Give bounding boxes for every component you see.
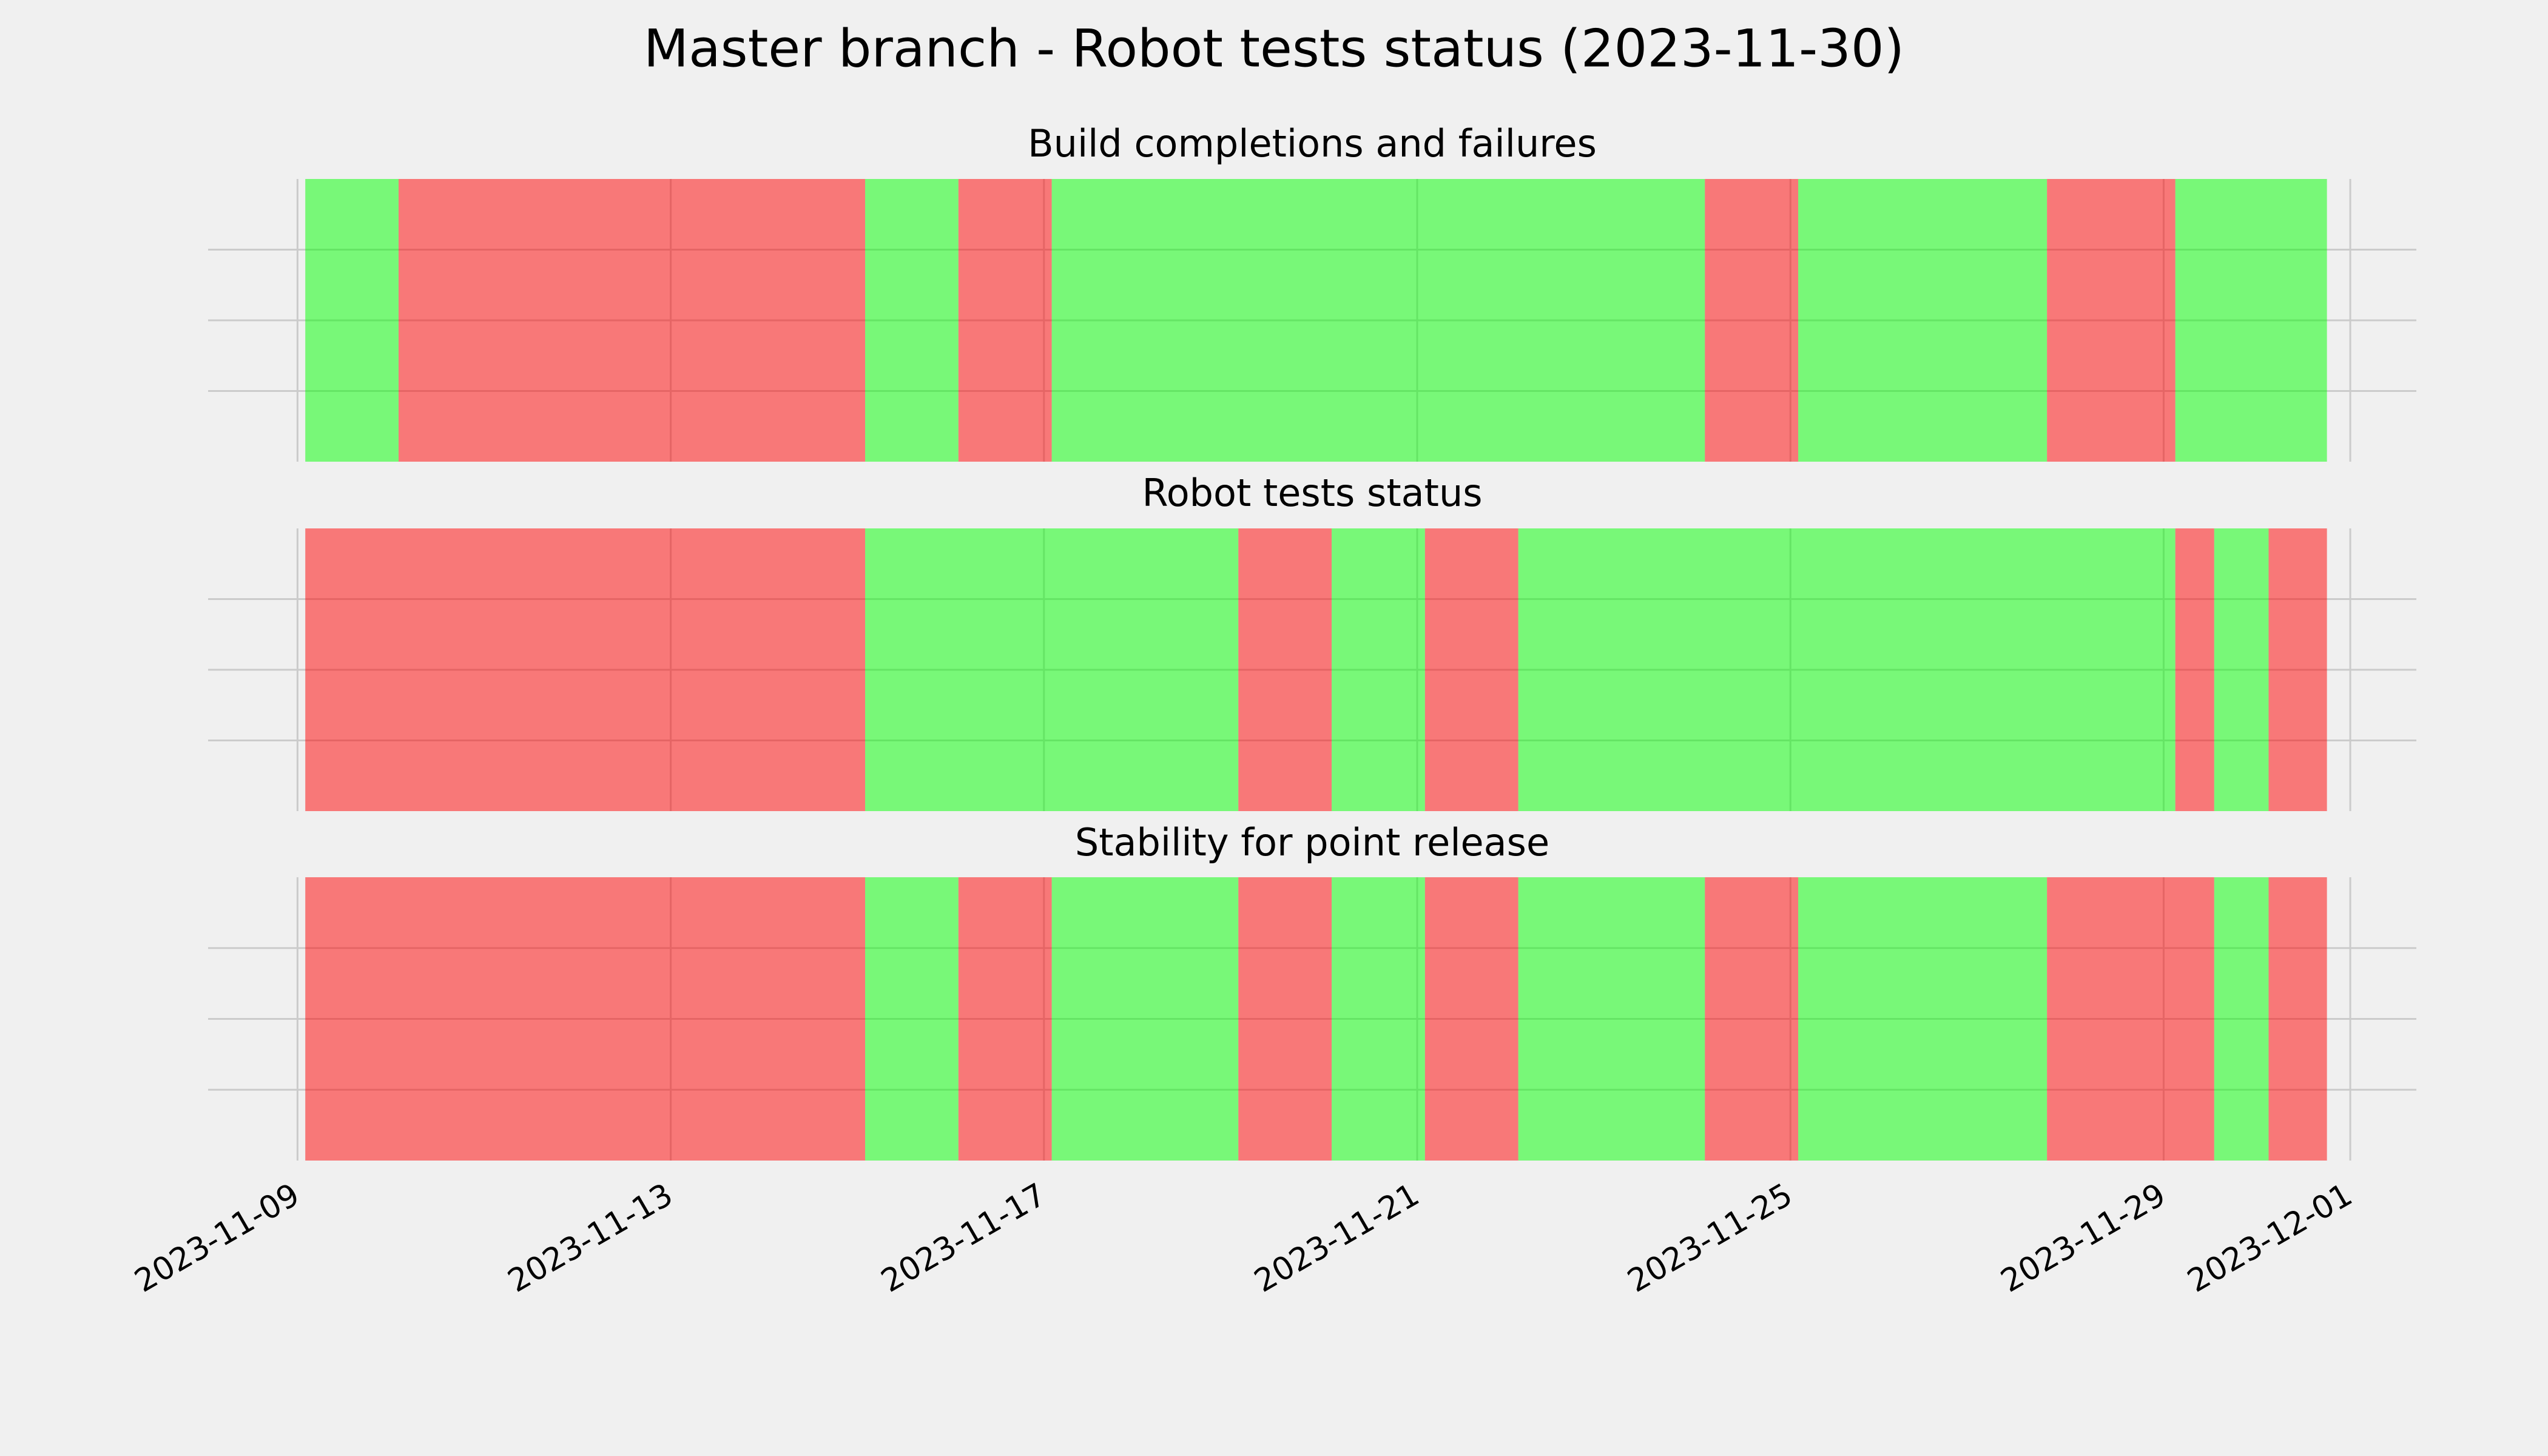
panel-title: Build completions and failures xyxy=(1028,121,1597,166)
status-band xyxy=(1332,877,1425,1161)
status-band xyxy=(305,179,399,462)
panel-title: Robot tests status xyxy=(1142,471,1482,515)
status-band xyxy=(1424,528,1518,811)
status-band xyxy=(1705,877,1799,1161)
status-band xyxy=(1332,528,1425,811)
status-band xyxy=(1238,877,1332,1161)
status-band xyxy=(1798,877,2048,1161)
status-band xyxy=(958,179,1052,462)
status-band xyxy=(2175,179,2327,462)
status-band xyxy=(865,877,959,1161)
panel-title: Stability for point release xyxy=(1075,820,1549,864)
status-band xyxy=(958,877,1052,1161)
status-band xyxy=(1051,179,1705,462)
status-band xyxy=(2268,528,2327,811)
status-band xyxy=(865,528,1239,811)
status-band xyxy=(2175,528,2214,811)
status-band xyxy=(1518,877,1705,1161)
status-band xyxy=(2047,877,2214,1161)
status-band xyxy=(2214,877,2269,1161)
chart-title: Master branch - Robot tests status (2023… xyxy=(644,18,1904,79)
status-band xyxy=(1518,528,2176,811)
status-band xyxy=(399,179,866,462)
status-band xyxy=(2214,528,2269,811)
status-band xyxy=(1798,179,2048,462)
status-band xyxy=(1051,877,1239,1161)
status-band xyxy=(305,877,866,1161)
status-band xyxy=(2047,179,2176,462)
status-band xyxy=(1238,528,1332,811)
status-band xyxy=(1424,877,1518,1161)
status-band xyxy=(2268,877,2327,1161)
status-band xyxy=(305,528,866,811)
status-band xyxy=(1705,179,1799,462)
status-band xyxy=(865,179,959,462)
